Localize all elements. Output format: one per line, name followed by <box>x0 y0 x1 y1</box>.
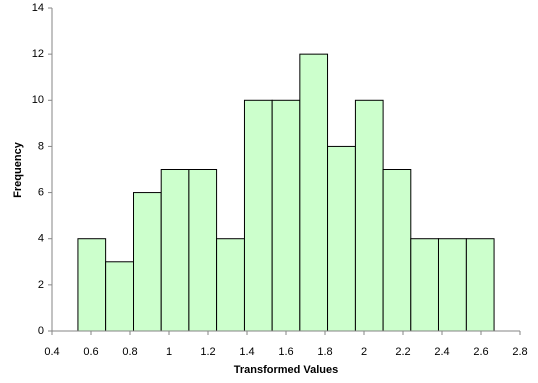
x-tick-label: 2.4 <box>434 346 449 358</box>
y-tick-label: 10 <box>32 94 44 106</box>
x-tick-label: 2.8 <box>512 346 527 358</box>
x-tick-label: 0.6 <box>83 346 98 358</box>
y-tick-label: 12 <box>32 48 44 60</box>
bar <box>133 192 162 332</box>
bar <box>327 145 356 332</box>
bar <box>465 238 495 332</box>
bar <box>160 169 190 332</box>
x-tick-label: 2.2 <box>395 346 410 358</box>
x-tick-label: 0.8 <box>122 346 137 358</box>
bar <box>188 169 218 332</box>
y-axis-title: Frequency <box>12 141 24 198</box>
bar <box>437 238 467 332</box>
x-axis-title: Transformed Values <box>234 364 339 376</box>
x-tick-label: 1.8 <box>317 346 332 358</box>
bar <box>382 169 412 332</box>
x-tick-label: 2.6 <box>473 346 488 358</box>
x-tick-label: 2 <box>361 346 367 358</box>
bar <box>410 238 439 332</box>
x-tick-label: 1.6 <box>278 346 293 358</box>
bar <box>243 99 273 332</box>
y-tick-label: 4 <box>38 233 44 245</box>
y-tick-label: 0 <box>38 325 44 337</box>
bar <box>271 99 301 332</box>
bar <box>299 53 329 332</box>
bar <box>105 261 135 332</box>
y-tick-label: 8 <box>38 140 44 152</box>
y-tick-label: 2 <box>38 279 44 291</box>
y-tick-label: 6 <box>38 186 44 198</box>
bar <box>354 99 384 332</box>
x-tick-label: 1.4 <box>239 346 254 358</box>
bar <box>216 238 245 332</box>
x-tick-label: 0.4 <box>44 346 59 358</box>
x-tick-label: 1 <box>166 346 172 358</box>
x-tick-label: 1.2 <box>200 346 215 358</box>
y-tick-label: 14 <box>32 2 44 14</box>
bar <box>77 238 107 332</box>
